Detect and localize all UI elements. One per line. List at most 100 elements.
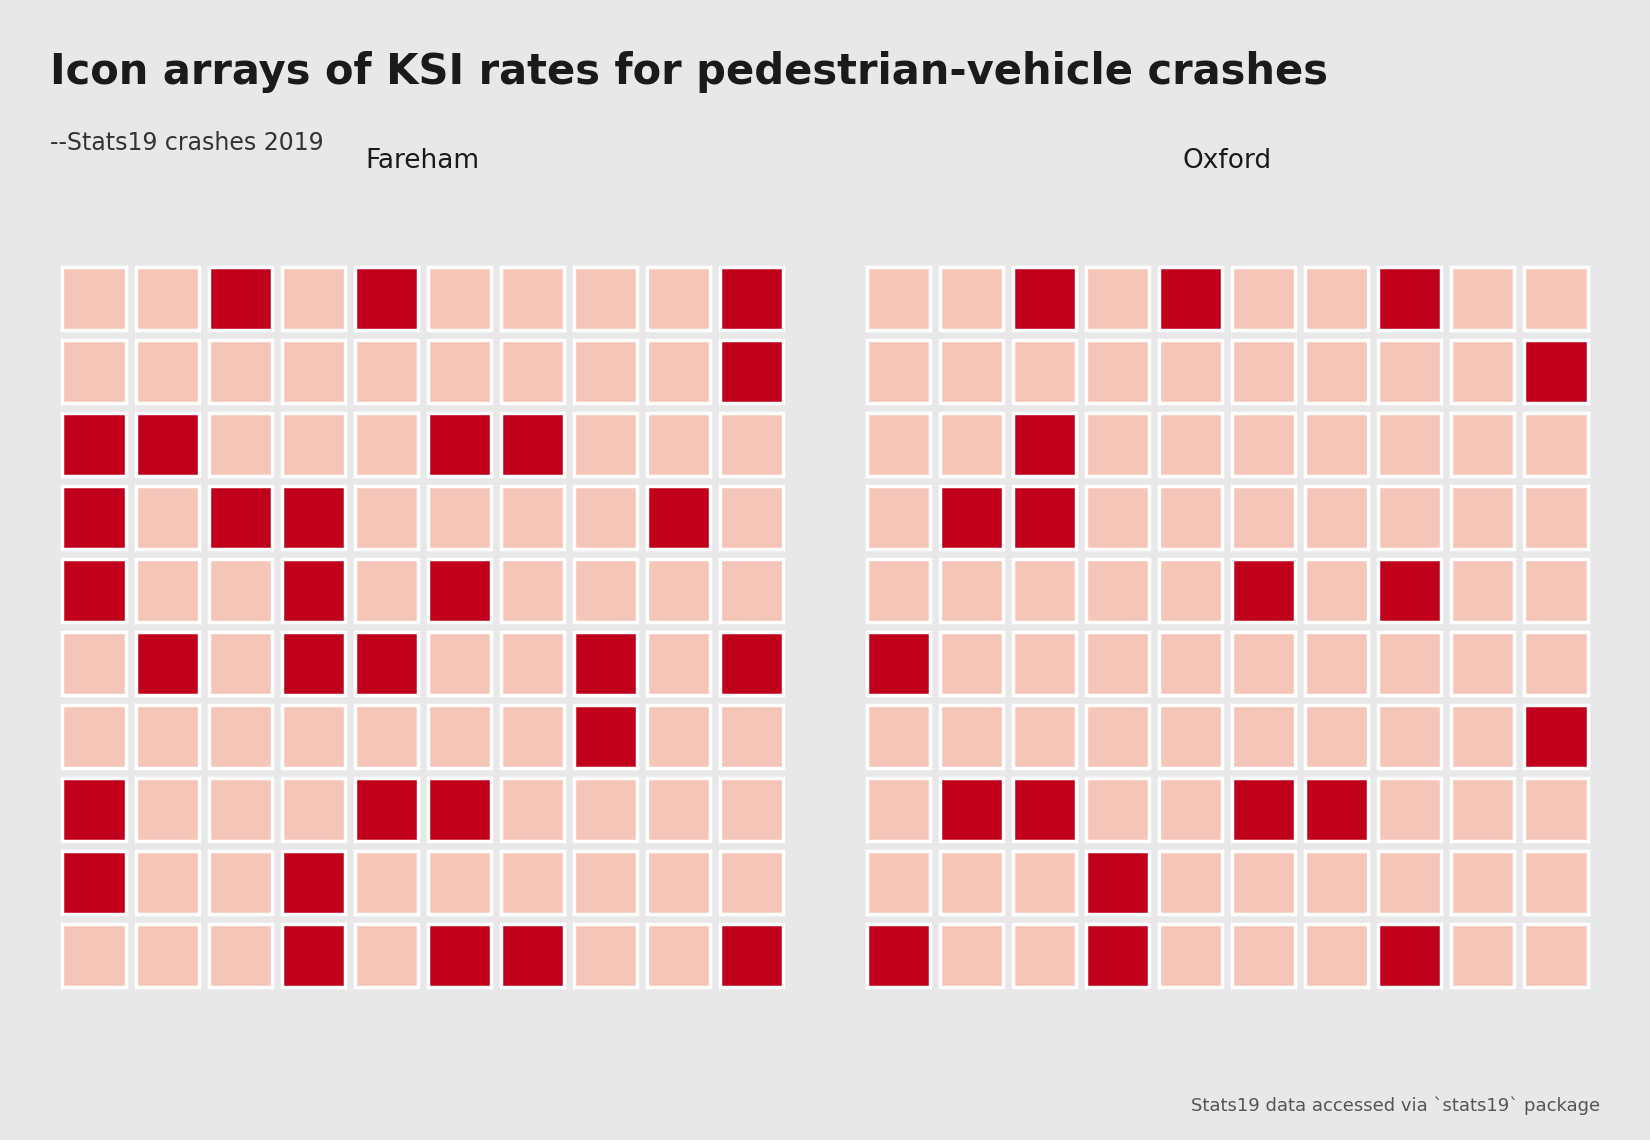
FancyBboxPatch shape [355,632,417,695]
FancyBboxPatch shape [1013,923,1076,987]
FancyBboxPatch shape [647,705,710,768]
FancyBboxPatch shape [135,413,200,477]
FancyBboxPatch shape [866,850,931,914]
FancyBboxPatch shape [647,267,710,331]
FancyBboxPatch shape [1233,559,1295,622]
FancyBboxPatch shape [500,340,564,404]
FancyBboxPatch shape [940,559,1003,622]
FancyBboxPatch shape [1158,267,1223,331]
FancyBboxPatch shape [1305,923,1368,987]
FancyBboxPatch shape [719,632,784,695]
FancyBboxPatch shape [719,413,784,477]
FancyBboxPatch shape [427,559,492,622]
FancyBboxPatch shape [1086,486,1150,549]
FancyBboxPatch shape [1450,705,1515,768]
FancyBboxPatch shape [1013,850,1076,914]
FancyBboxPatch shape [1158,923,1223,987]
FancyBboxPatch shape [719,705,784,768]
FancyBboxPatch shape [1305,340,1368,404]
FancyBboxPatch shape [1158,486,1223,549]
FancyBboxPatch shape [1450,923,1515,987]
FancyBboxPatch shape [1450,267,1515,331]
FancyBboxPatch shape [1525,777,1587,841]
FancyBboxPatch shape [940,413,1003,477]
FancyBboxPatch shape [1450,850,1515,914]
FancyBboxPatch shape [282,413,345,477]
FancyBboxPatch shape [1158,559,1223,622]
FancyBboxPatch shape [63,923,125,987]
FancyBboxPatch shape [574,923,637,987]
FancyBboxPatch shape [1378,486,1442,549]
FancyBboxPatch shape [1158,340,1223,404]
FancyBboxPatch shape [1305,559,1368,622]
FancyBboxPatch shape [1086,777,1150,841]
FancyBboxPatch shape [940,632,1003,695]
FancyBboxPatch shape [1086,923,1150,987]
FancyBboxPatch shape [1525,559,1587,622]
FancyBboxPatch shape [282,267,345,331]
FancyBboxPatch shape [1378,340,1442,404]
FancyBboxPatch shape [1086,340,1150,404]
FancyBboxPatch shape [1013,486,1076,549]
FancyBboxPatch shape [355,777,417,841]
FancyBboxPatch shape [208,923,272,987]
FancyBboxPatch shape [63,486,125,549]
FancyBboxPatch shape [355,486,417,549]
FancyBboxPatch shape [940,777,1003,841]
FancyBboxPatch shape [355,850,417,914]
FancyBboxPatch shape [63,777,125,841]
FancyBboxPatch shape [574,632,637,695]
FancyBboxPatch shape [1305,267,1368,331]
Text: --Stats19 crashes 2019: --Stats19 crashes 2019 [50,131,323,155]
FancyBboxPatch shape [574,777,637,841]
FancyBboxPatch shape [1086,705,1150,768]
FancyBboxPatch shape [866,559,931,622]
FancyBboxPatch shape [866,705,931,768]
FancyBboxPatch shape [282,777,345,841]
FancyBboxPatch shape [940,267,1003,331]
FancyBboxPatch shape [1305,850,1368,914]
FancyBboxPatch shape [427,705,492,768]
FancyBboxPatch shape [866,632,931,695]
FancyBboxPatch shape [282,850,345,914]
FancyBboxPatch shape [135,559,200,622]
FancyBboxPatch shape [208,632,272,695]
FancyBboxPatch shape [63,705,125,768]
FancyBboxPatch shape [940,850,1003,914]
FancyBboxPatch shape [500,632,564,695]
FancyBboxPatch shape [647,559,710,622]
FancyBboxPatch shape [135,267,200,331]
FancyBboxPatch shape [719,340,784,404]
FancyBboxPatch shape [1378,632,1442,695]
FancyBboxPatch shape [355,267,417,331]
FancyBboxPatch shape [719,923,784,987]
FancyBboxPatch shape [1086,267,1150,331]
FancyBboxPatch shape [574,705,637,768]
FancyBboxPatch shape [1086,413,1150,477]
FancyBboxPatch shape [1378,777,1442,841]
FancyBboxPatch shape [574,267,637,331]
FancyBboxPatch shape [1305,777,1368,841]
FancyBboxPatch shape [427,850,492,914]
FancyBboxPatch shape [427,923,492,987]
FancyBboxPatch shape [500,777,564,841]
FancyBboxPatch shape [647,777,710,841]
FancyBboxPatch shape [282,486,345,549]
FancyBboxPatch shape [1378,850,1442,914]
FancyBboxPatch shape [1086,559,1150,622]
FancyBboxPatch shape [574,340,637,404]
FancyBboxPatch shape [500,267,564,331]
FancyBboxPatch shape [427,777,492,841]
FancyBboxPatch shape [63,850,125,914]
FancyBboxPatch shape [1158,777,1223,841]
FancyBboxPatch shape [866,267,931,331]
FancyBboxPatch shape [282,632,345,695]
FancyBboxPatch shape [208,340,272,404]
FancyBboxPatch shape [1378,923,1442,987]
FancyBboxPatch shape [1233,923,1295,987]
FancyBboxPatch shape [427,632,492,695]
FancyBboxPatch shape [135,340,200,404]
FancyBboxPatch shape [500,923,564,987]
FancyBboxPatch shape [1378,559,1442,622]
FancyBboxPatch shape [866,413,931,477]
